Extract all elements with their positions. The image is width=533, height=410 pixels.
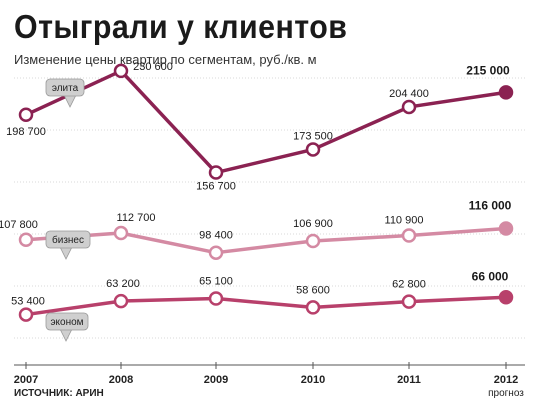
legend-box [45,230,91,249]
chart-title: Отыграли у клиентов [14,8,348,45]
data-label: 215 000 [466,63,510,77]
x-tick-label: 2012 [494,374,518,386]
data-label: 116 000 [469,199,512,213]
data-point [18,307,34,322]
legend-box [45,312,89,331]
legend-pointer [59,246,73,260]
x-tick-label: 2010 [301,374,325,386]
data-label: 112 700 [117,212,156,224]
data-point [305,233,321,249]
data-label: 107 800 [0,219,38,231]
x-tick-label: 2008 [109,374,133,386]
data-point [208,291,224,306]
source-note: ИСТОЧНИК: АРИН [14,388,104,399]
legend-box [45,78,85,97]
data-label: 198 700 [6,126,46,138]
forecast-note: прогноз [488,388,524,399]
data-point [305,300,321,315]
legend-label: бизнес [52,234,84,246]
x-tick-label: 2009 [204,374,228,386]
data-point [401,228,417,243]
data-point [498,221,514,236]
data-point [401,294,417,309]
data-label: 173 500 [293,130,333,142]
chart-subtitle: Изменение цены квартир по сегментам, руб… [14,52,317,67]
data-point [305,142,321,157]
data-point [208,245,224,260]
data-label: 156 700 [196,181,236,193]
series-line [25,69,507,175]
data-label: 204 400 [389,88,429,100]
data-point [18,107,34,123]
series-line [25,295,507,317]
data-label: 66 000 [472,269,509,283]
data-point [498,85,514,100]
data-label: 106 900 [293,218,333,230]
legend-label: эконом [50,317,83,328]
data-label: 62 800 [392,279,426,291]
data-label: 110 900 [385,215,424,227]
data-label: 63 200 [106,278,140,290]
series-line [25,226,507,255]
data-label: 65 100 [199,275,233,287]
data-label: 230 600 [133,61,173,73]
data-point [113,293,129,309]
x-tick-label: 2011 [397,374,421,386]
data-point [113,225,129,241]
data-label: 53 400 [11,296,45,308]
legend-pointer [59,328,73,342]
data-label: 58 600 [296,284,330,296]
data-point [208,165,224,180]
data-point [401,99,417,115]
x-tick-label: 2007 [14,374,38,386]
data-label: 98 400 [199,230,233,242]
data-point [498,290,514,305]
legend-label: элита [52,83,79,94]
legend-pointer [63,94,77,108]
data-point [18,232,34,248]
data-point [113,63,129,79]
